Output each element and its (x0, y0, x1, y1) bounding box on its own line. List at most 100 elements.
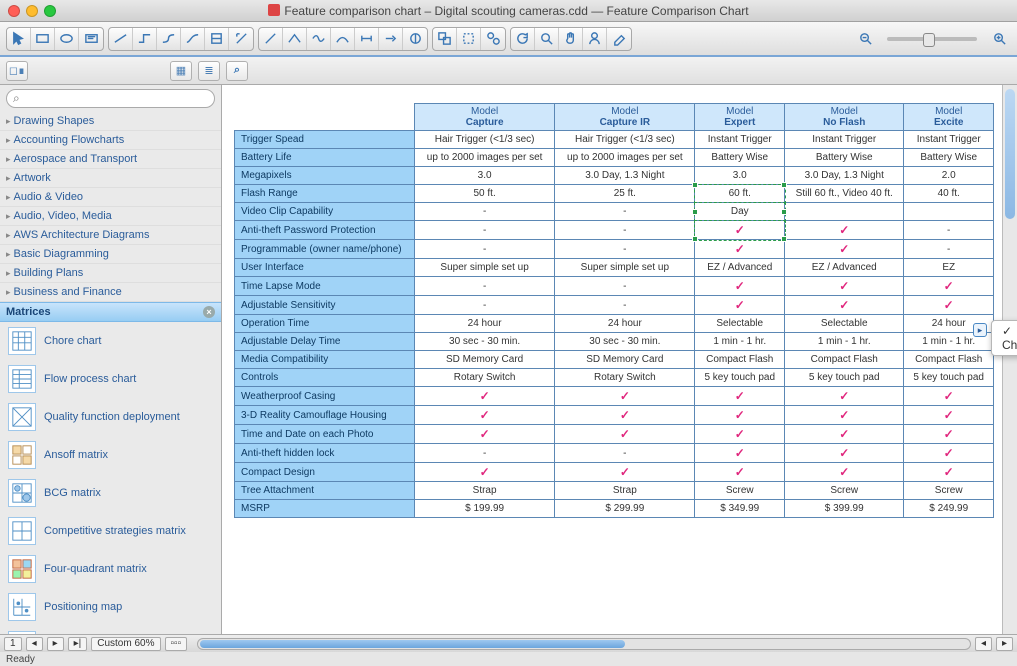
row-label[interactable]: Adjustable Sensitivity (235, 296, 415, 315)
table-cell[interactable]: 5 key touch pad (695, 369, 785, 387)
table-cell[interactable]: ✓ (785, 277, 904, 296)
connector-tool-4[interactable] (181, 28, 205, 50)
row-label[interactable]: Operation Time (235, 315, 415, 333)
table-cell[interactable]: ✓ (695, 240, 785, 259)
sidebar-search-toggle[interactable]: ⌕ (226, 61, 248, 81)
table-cell[interactable]: ✓ (785, 240, 904, 259)
row-label[interactable]: Video Clip Capability (235, 203, 415, 221)
connector-tool-2[interactable] (133, 28, 157, 50)
row-label[interactable]: Programmable (owner name/phone) (235, 240, 415, 259)
table-cell[interactable]: ✓ (785, 406, 904, 425)
table-cell[interactable]: $ 349.99 (695, 500, 785, 518)
zoom-tool[interactable] (535, 28, 559, 50)
model-header[interactable]: ModelNo Flash (785, 104, 904, 131)
table-cell[interactable]: 60 ft. (695, 185, 785, 203)
table-cell[interactable]: ✓ (904, 444, 994, 463)
close-button[interactable] (8, 5, 20, 17)
table-cell[interactable]: - (904, 240, 994, 259)
table-cell[interactable]: - (555, 221, 695, 240)
table-cell[interactable]: ✓ (695, 277, 785, 296)
line-tool-2[interactable] (283, 28, 307, 50)
sidebar-item[interactable]: Chore chart (0, 322, 221, 360)
table-cell[interactable]: Compact Flash (785, 351, 904, 369)
model-header[interactable]: ModelCapture IR (555, 104, 695, 131)
table-cell[interactable]: ✓ (785, 463, 904, 482)
line-tool-3[interactable] (307, 28, 331, 50)
table-cell[interactable]: 24 hour (555, 315, 695, 333)
table-cell[interactable]: up to 2000 images per set (555, 149, 695, 167)
sidebar-grid-view[interactable]: ▦ (170, 61, 192, 81)
sidebar-category[interactable]: Drawing Shapes (0, 112, 221, 131)
table-cell[interactable]: ✓ (555, 425, 695, 444)
table-cell[interactable]: - (555, 203, 695, 221)
sidebar-list-view[interactable]: ≣ (198, 61, 220, 81)
table-cell[interactable]: - (415, 296, 555, 315)
table-cell[interactable]: ✓ (785, 425, 904, 444)
sidebar-category[interactable]: AWS Architecture Diagrams (0, 226, 221, 245)
table-cell[interactable]: ✓ (904, 387, 994, 406)
row-label[interactable]: User Interface (235, 259, 415, 277)
sidebar-item[interactable]: Porter's value chain diagram (0, 626, 221, 634)
table-cell[interactable]: Strap (555, 482, 695, 500)
group-tool-1[interactable] (433, 28, 457, 50)
table-cell[interactable]: Battery Wise (785, 149, 904, 167)
table-cell[interactable]: ✓ (904, 425, 994, 444)
table-cell[interactable]: Day (695, 203, 785, 221)
table-cell[interactable]: - (415, 221, 555, 240)
table-cell[interactable]: 2.0 (904, 167, 994, 185)
view-pages-1[interactable]: ▫▫▫ (165, 637, 188, 651)
table-cell[interactable]: 25 ft. (555, 185, 695, 203)
table-cell[interactable]: Selectable (695, 315, 785, 333)
table-cell[interactable]: ✓ (695, 444, 785, 463)
row-label[interactable]: Flash Range (235, 185, 415, 203)
table-cell[interactable]: ✓ (785, 221, 904, 240)
row-label[interactable]: Megapixels (235, 167, 415, 185)
table-cell[interactable]: SD Memory Card (555, 351, 695, 369)
table-cell[interactable]: ✓ (415, 463, 555, 482)
table-cell[interactable]: ✓ (555, 387, 695, 406)
model-header[interactable]: ModelExcite (904, 104, 994, 131)
cell-dropdown-trigger[interactable]: ▸ (973, 323, 987, 337)
table-cell[interactable]: ✓ (695, 406, 785, 425)
sidebar-item[interactable]: Flow process chart (0, 360, 221, 398)
page-tab-1[interactable]: 1 (4, 637, 22, 651)
sidebar-item[interactable]: Quality function deployment (0, 398, 221, 436)
row-label[interactable]: Compact Design (235, 463, 415, 482)
table-cell[interactable] (785, 203, 904, 221)
table-cell[interactable]: ✓ (785, 296, 904, 315)
table-cell[interactable]: Instant Trigger (785, 131, 904, 149)
user-tool[interactable] (583, 28, 607, 50)
row-label[interactable]: Adjustable Delay Time (235, 333, 415, 351)
sidebar-search-input[interactable] (6, 89, 215, 108)
table-cell[interactable]: 30 sec - 30 min. (555, 333, 695, 351)
table-cell[interactable]: 40 ft. (904, 185, 994, 203)
page-prev[interactable]: ◂ (26, 637, 43, 651)
row-label[interactable]: Trigger Spead (235, 131, 415, 149)
table-cell[interactable]: ✓ (904, 406, 994, 425)
sidebar-item[interactable]: Four-quadrant matrix (0, 550, 221, 588)
table-cell[interactable]: up to 2000 images per set (415, 149, 555, 167)
text-tool[interactable] (79, 28, 103, 50)
sidebar-section-close[interactable]: × (203, 306, 215, 318)
table-cell[interactable]: - (415, 203, 555, 221)
table-cell[interactable]: ✓ (695, 387, 785, 406)
table-cell[interactable]: Selectable (785, 315, 904, 333)
table-cell[interactable]: 3.0 Day, 1.3 Night (785, 167, 904, 185)
row-label[interactable]: Weatherproof Casing (235, 387, 415, 406)
table-cell[interactable]: Compact Flash (904, 351, 994, 369)
tooltip-check[interactable]: ✓ Check (991, 320, 1017, 356)
table-cell[interactable]: 1 min - 1 hr. (695, 333, 785, 351)
table-cell[interactable]: ✓ (904, 463, 994, 482)
table-cell[interactable]: Rotary Switch (555, 369, 695, 387)
group-tool-2[interactable] (457, 28, 481, 50)
sidebar-category[interactable]: Business and Finance (0, 283, 221, 302)
table-cell[interactable]: - (555, 444, 695, 463)
row-label[interactable]: Controls (235, 369, 415, 387)
table-cell[interactable]: 3.0 (695, 167, 785, 185)
table-cell[interactable]: - (904, 221, 994, 240)
table-cell[interactable]: 1 min - 1 hr. (785, 333, 904, 351)
scroll-left[interactable]: ◂ (975, 637, 992, 651)
table-cell[interactable]: ✓ (695, 221, 785, 240)
row-label[interactable]: Anti-theft hidden lock (235, 444, 415, 463)
zoom-slider[interactable] (887, 37, 977, 41)
